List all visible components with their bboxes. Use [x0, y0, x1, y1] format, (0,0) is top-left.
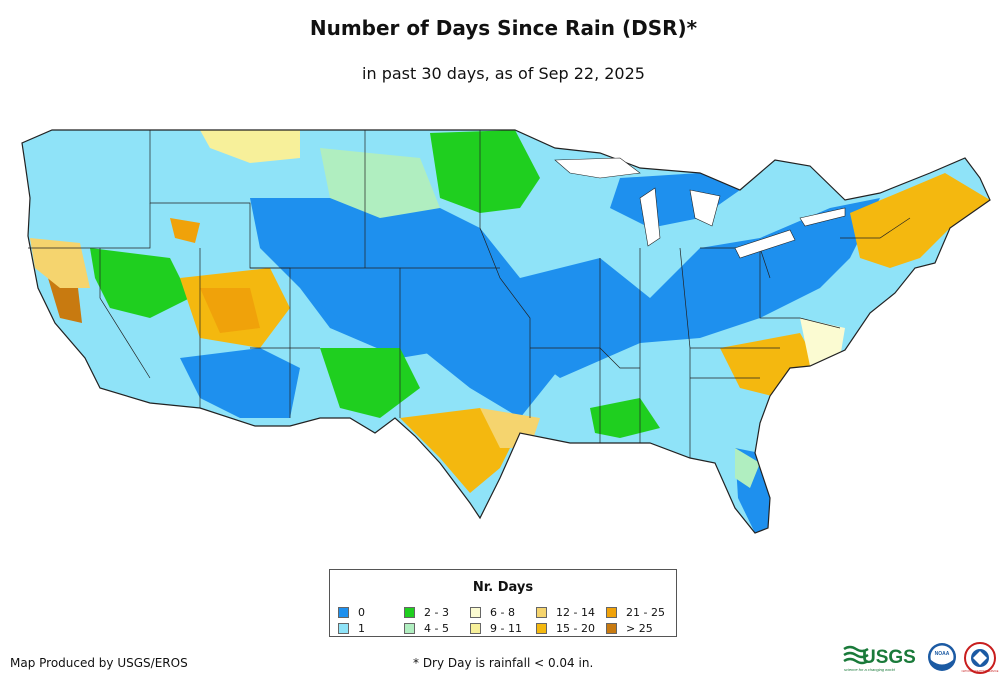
great-lakes: [554, 157, 846, 259]
region-21-25-days-montana: [170, 218, 200, 243]
legend-label: 9 - 11: [490, 621, 522, 635]
legend-item: 21 - 25: [606, 604, 672, 620]
region-9-11-days-north: [200, 130, 300, 163]
legend-swatch: [338, 622, 349, 634]
us-dsr-map: [21, 129, 991, 534]
state-boundaries: [28, 130, 911, 458]
legend-item: 12 - 14: [536, 604, 606, 620]
agency-logos: USGS science for a changing world NOAA N…: [843, 642, 999, 674]
noaa-logo-text: NOAA: [935, 651, 950, 657]
legend-swatch: [606, 622, 617, 634]
us-outline: [21, 129, 991, 534]
region-2-3-days-newmexico: [320, 348, 420, 418]
region-6-8-days-virginia: [800, 318, 845, 366]
legend-item: 0: [338, 604, 404, 620]
legend-label: 6 - 8: [490, 605, 515, 619]
legend-swatch: [404, 622, 415, 634]
region-2-3-days-great-basin: [90, 248, 190, 318]
legend-swatch: [536, 606, 547, 618]
region-15-20-days-california: [30, 238, 90, 288]
legend-swatch: [338, 606, 349, 618]
nws-logo-text: NATIONAL WEATHER SERVICE: [962, 670, 999, 673]
region-0-days-southwest: [180, 348, 300, 418]
region-over-25-days-california: [48, 278, 82, 323]
legend-swatch: [470, 606, 481, 618]
legend-swatch: [536, 622, 547, 634]
legend-swatch: [470, 622, 481, 634]
region-4-5-days-north: [320, 148, 440, 218]
legend-item: 6 - 8: [470, 604, 536, 620]
region-0-days-plains: [300, 258, 560, 418]
legend-swatch: [404, 606, 415, 618]
legend-item: 1: [338, 620, 404, 636]
dry-day-note: * Dry Day is rainfall < 0.04 in.: [413, 656, 594, 670]
legend-swatch: [606, 606, 617, 618]
region-2-3-days-southeast: [590, 398, 660, 438]
map-subtitle: in past 30 days, as of Sep 22, 2025: [362, 64, 645, 83]
region-15-20-days-texas: [400, 408, 520, 493]
noaa-logo: NOAA: [928, 643, 956, 671]
legend-label: 0: [358, 605, 365, 619]
legend-item: 2 - 3: [404, 604, 470, 620]
legend-grid: 0 1 2 - 3 4 - 5 6 - 8 9 - 11 12 - 14 15 - 20 21 …: [338, 604, 678, 636]
legend-title: Nr. Days: [472, 580, 534, 595]
legend: Nr. Days 0 1 2 - 3 4 - 5 6 - 8 9 - 11 12 - 14 1…: [329, 569, 677, 637]
legend-label: > 25: [626, 621, 653, 635]
legend-label: 2 - 3: [424, 605, 449, 619]
region-21-25-days-utah: [200, 288, 260, 333]
legend-item: > 25: [606, 620, 672, 636]
region-15-20-days-newengland: [850, 173, 990, 268]
legend-item: 4 - 5: [404, 620, 470, 636]
legend-label: 12 - 14: [556, 605, 595, 619]
legend-label: 1: [358, 621, 365, 635]
nws-logo: NATIONAL WEATHER SERVICE: [962, 642, 999, 674]
legend-item: 15 - 20: [536, 620, 606, 636]
legend-label: 15 - 20: [556, 621, 595, 635]
usgs-logo: USGS science for a changing world: [843, 645, 916, 672]
usgs-logo-text: USGS: [862, 647, 916, 668]
map-title: Number of Days Since Rain (DSR)*: [309, 16, 698, 40]
legend-label: 21 - 25: [626, 605, 665, 619]
usgs-tagline: science for a changing world: [844, 667, 895, 672]
legend-label: 4 - 5: [424, 621, 449, 635]
map-credit: Map Produced by USGS/EROS: [10, 656, 188, 670]
region-4-5-days-coast: [735, 448, 760, 488]
legend-item: 9 - 11: [470, 620, 536, 636]
region-2-3-days-dakotas: [430, 130, 540, 213]
